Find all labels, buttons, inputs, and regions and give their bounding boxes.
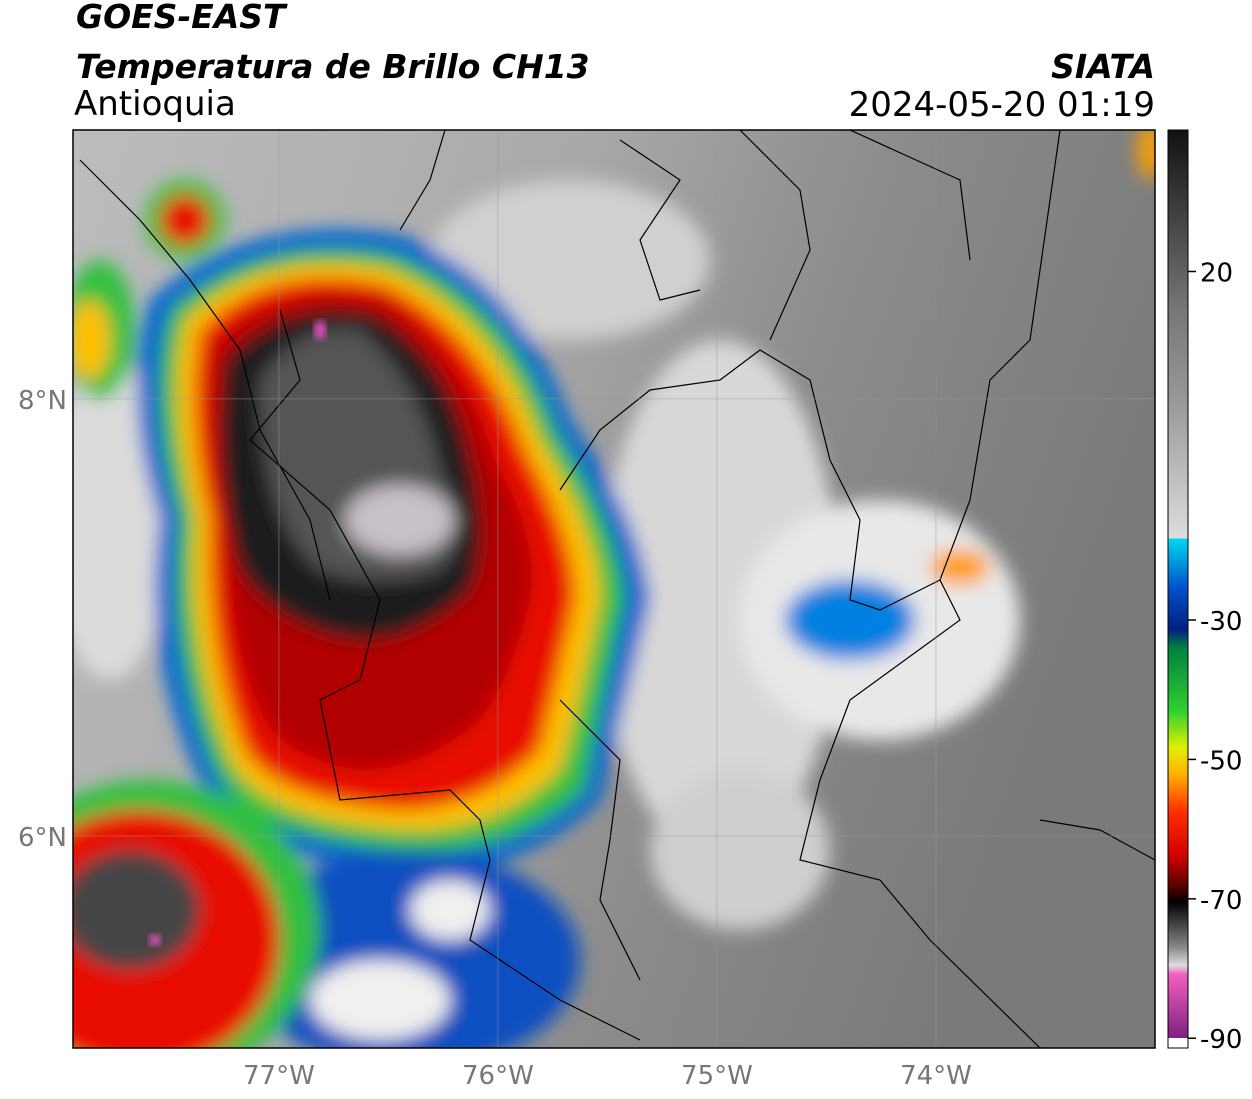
y-tick-label: 6°N: [18, 823, 67, 853]
colorbar-tick-label: 20: [1200, 258, 1233, 288]
colorbar-tick-label: -30: [1200, 607, 1242, 637]
colorbar-tick-label: -90: [1200, 1025, 1242, 1055]
source: SIATA: [1051, 47, 1155, 86]
x-tick-label: 77°W: [243, 1061, 315, 1091]
borders: [79, 130, 1155, 1048]
colorbar-frame: [1167, 129, 1189, 1049]
cloud-field: [73, 130, 1155, 1048]
map-frame: [72, 129, 1156, 1049]
x-tick-label: 75°W: [681, 1061, 753, 1091]
y-tick-label: 8°N: [18, 386, 67, 416]
x-tick-label: 74°W: [900, 1061, 972, 1091]
colorbar: [1168, 130, 1188, 1038]
title: GOES-EAST: [76, 0, 288, 36]
datetime: 2024-05-20 01:19: [849, 85, 1155, 125]
region: Antioquia: [74, 84, 236, 124]
colorbar-tick-label: -70: [1200, 886, 1242, 916]
graticule: [73, 130, 1155, 1048]
x-tick-label: 76°W: [462, 1061, 534, 1091]
satellite-image: [73, 130, 1155, 1048]
colorbar-tick-label: -50: [1200, 746, 1242, 776]
subtitle: Temperatura de Brillo CH13: [76, 47, 590, 86]
colorbar-under: [1168, 1038, 1188, 1048]
